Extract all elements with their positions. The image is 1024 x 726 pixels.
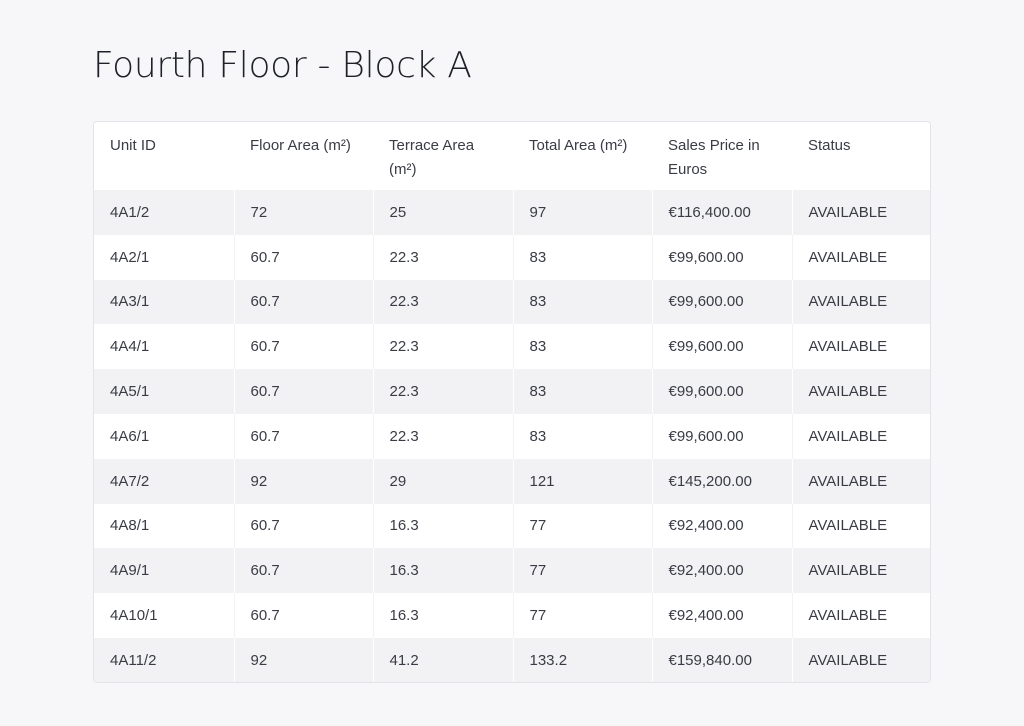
sales-price-cell: €99,600.00 <box>652 413 793 459</box>
unit-id-cell: 4A11/2 <box>94 637 235 682</box>
floor-area-cell: 60.7 <box>234 548 374 594</box>
terrace-area-cell: 22.3 <box>373 413 514 459</box>
floor-area-cell: 60.7 <box>234 503 374 549</box>
header-terrace-area: Terrace Area (m²) <box>389 137 475 178</box>
total-area-cell: 83 <box>513 324 653 370</box>
table-row: 4A11/2 92 41.2 133.2 €159,840.00 AVAILABLE <box>94 637 930 682</box>
floor-area-cell: 60.7 <box>234 279 374 325</box>
unit-id-cell: 4A1/2 <box>94 190 235 235</box>
total-area-cell: 83 <box>513 279 653 325</box>
table-row: 4A3/1 60.7 22.3 83 €99,600.00 AVAILABLE <box>94 279 930 325</box>
floor-area-cell: 92 <box>234 637 374 682</box>
unit-id-cell: 4A5/1 <box>94 369 235 414</box>
table-row: 4A9/1 60.7 16.3 77 €92,400.00 AVAILABLE <box>94 548 930 594</box>
terrace-area-cell: 16.3 <box>373 548 514 594</box>
unit-id-cell: 4A4/1 <box>94 324 235 370</box>
floor-area-cell: 60.7 <box>234 413 374 459</box>
total-area-cell: 77 <box>513 503 653 549</box>
header-unit-id: Unit ID <box>110 137 156 154</box>
terrace-area-cell: 22.3 <box>373 279 514 325</box>
status-cell: AVAILABLE <box>792 413 930 459</box>
header-status: Status <box>808 137 851 154</box>
header-row: Unit ID Floor Area (m²) Terrace Area (m²… <box>94 122 930 190</box>
page-title: Fourth Floor - Block A <box>93 45 472 86</box>
unit-id-cell: 4A9/1 <box>94 548 235 594</box>
terrace-area-cell: 16.3 <box>373 593 514 638</box>
status-cell: AVAILABLE <box>792 279 930 325</box>
floor-area-cell: 60.7 <box>234 369 374 414</box>
table-row: 4A1/2 72 25 97 €116,400.00 AVAILABLE <box>94 190 930 235</box>
terrace-area-cell: 41.2 <box>373 637 514 682</box>
unit-id-cell: 4A7/2 <box>94 458 235 504</box>
total-area-cell: 83 <box>513 234 653 280</box>
units-table-container: Unit ID Floor Area (m²) Terrace Area (m²… <box>93 121 931 683</box>
table-body: 4A1/2 72 25 97 €116,400.00 AVAILABLE 4A2/1 60.7… <box>94 190 930 682</box>
table-header: Unit ID Floor Area (m²) Terrace Area (m²… <box>94 122 930 190</box>
unit-id-cell: 4A3/1 <box>94 279 235 325</box>
status-cell: AVAILABLE <box>792 458 930 504</box>
total-area-cell: 83 <box>513 413 653 459</box>
total-area-cell: 83 <box>513 369 653 414</box>
sales-price-cell: €99,600.00 <box>652 324 793 370</box>
table-row: 4A7/2 92 29 121 €145,200.00 AVAILABLE <box>94 458 930 504</box>
unit-id-cell: 4A10/1 <box>94 593 235 638</box>
sales-price-cell: €159,840.00 <box>652 637 793 682</box>
total-area-cell: 97 <box>513 190 653 235</box>
status-cell: AVAILABLE <box>792 548 930 594</box>
total-area-cell: 77 <box>513 548 653 594</box>
table-row: 4A6/1 60.7 22.3 83 €99,600.00 AVAILABLE <box>94 413 930 459</box>
sales-price-cell: €99,600.00 <box>652 234 793 280</box>
floor-area-cell: 92 <box>234 458 374 504</box>
unit-id-cell: 4A2/1 <box>94 234 235 280</box>
table-row: 4A5/1 60.7 22.3 83 €99,600.00 AVAILABLE <box>94 369 930 414</box>
status-cell: AVAILABLE <box>792 324 930 370</box>
table-row: 4A2/1 60.7 22.3 83 €99,600.00 AVAILABLE <box>94 234 930 280</box>
sales-price-cell: €92,400.00 <box>652 548 793 594</box>
floor-area-cell: 60.7 <box>234 324 374 370</box>
status-cell: AVAILABLE <box>792 190 930 235</box>
units-table: Unit ID Floor Area (m²) Terrace Area (m²… <box>94 122 930 682</box>
terrace-area-cell: 22.3 <box>373 369 514 414</box>
floor-area-cell: 60.7 <box>234 593 374 638</box>
terrace-area-cell: 16.3 <box>373 503 514 549</box>
unit-id-cell: 4A6/1 <box>94 413 235 459</box>
floor-area-cell: 60.7 <box>234 234 374 280</box>
sales-price-cell: €99,600.00 <box>652 279 793 325</box>
terrace-area-cell: 29 <box>373 458 514 504</box>
header-sales-price: Sales Price in Euros <box>668 137 760 178</box>
terrace-area-cell: 22.3 <box>373 324 514 370</box>
floor-area-cell: 72 <box>234 190 374 235</box>
terrace-area-cell: 22.3 <box>373 234 514 280</box>
sales-price-cell: €99,600.00 <box>652 369 793 414</box>
table-row: 4A4/1 60.7 22.3 83 €99,600.00 AVAILABLE <box>94 324 930 370</box>
status-cell: AVAILABLE <box>792 637 930 682</box>
total-area-cell: 77 <box>513 593 653 638</box>
table-row: 4A8/1 60.7 16.3 77 €92,400.00 AVAILABLE <box>94 503 930 549</box>
terrace-area-cell: 25 <box>373 190 514 235</box>
sales-price-cell: €92,400.00 <box>652 593 793 638</box>
status-cell: AVAILABLE <box>792 234 930 280</box>
sales-price-cell: €116,400.00 <box>652 190 793 235</box>
header-total-area: Total Area (m²) <box>529 137 628 154</box>
header-floor-area: Floor Area (m²) <box>250 137 351 154</box>
total-area-cell: 133.2 <box>513 637 653 682</box>
sales-price-cell: €145,200.00 <box>652 458 793 504</box>
table-row: 4A10/1 60.7 16.3 77 €92,400.00 AVAILABLE <box>94 593 930 638</box>
status-cell: AVAILABLE <box>792 503 930 549</box>
status-cell: AVAILABLE <box>792 369 930 414</box>
sales-price-cell: €92,400.00 <box>652 503 793 549</box>
status-cell: AVAILABLE <box>792 593 930 638</box>
unit-id-cell: 4A8/1 <box>94 503 235 549</box>
total-area-cell: 121 <box>513 458 653 504</box>
